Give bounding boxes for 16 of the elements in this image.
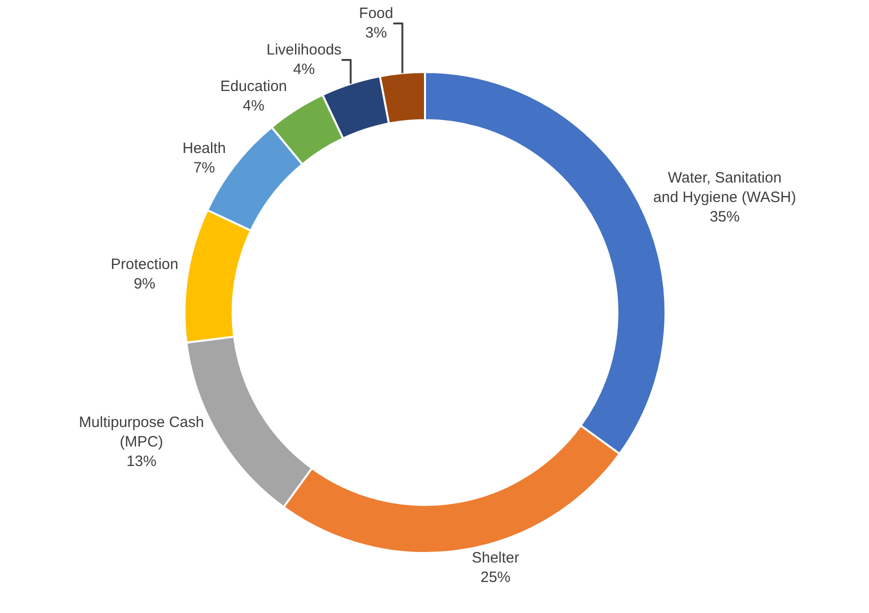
slice-label: Food	[359, 5, 394, 22]
data-label: 25%	[480, 569, 511, 586]
data-label: 4%	[293, 61, 315, 78]
slice-label: Protection	[110, 256, 178, 274]
data-label: 13%	[126, 453, 156, 470]
slice-label: Health	[182, 140, 226, 157]
slice-label: Shelter	[472, 550, 520, 567]
data-label: 7%	[193, 159, 216, 176]
slice-label: Education	[220, 78, 288, 96]
data-label: 9%	[134, 276, 156, 293]
slice-label: Water, Sanitation and Hygiene (WASH)	[653, 170, 796, 206]
data-label: 4%	[242, 98, 264, 115]
slice-label: Multipurpose Cash (MPC)	[78, 414, 204, 451]
data-label: 35%	[710, 208, 740, 226]
data-label: 3%	[365, 24, 387, 42]
slice-label: Livelihoods	[266, 42, 342, 59]
